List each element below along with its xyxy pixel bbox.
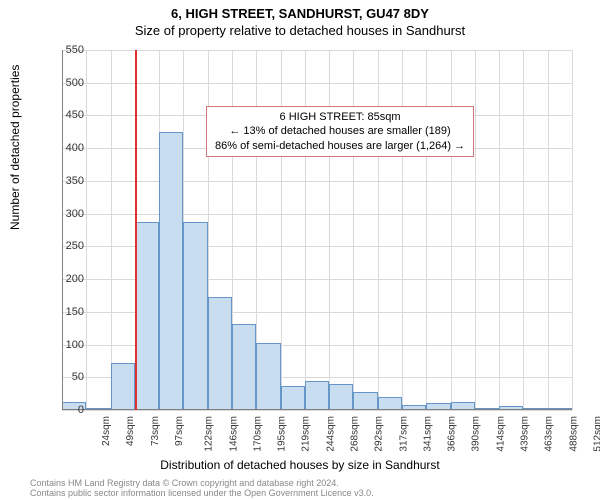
- grid-hline: [62, 50, 572, 51]
- histogram-bar: [256, 343, 280, 410]
- y-tick-label: 450: [44, 109, 84, 121]
- annotation-line: ← 13% of detached houses are smaller (18…: [215, 124, 465, 138]
- grid-vline: [86, 50, 87, 410]
- y-tick-label: 500: [44, 77, 84, 89]
- annotation-line: 86% of semi-detached houses are larger (…: [215, 139, 465, 153]
- histogram-bar: [329, 384, 353, 410]
- chart: 6 HIGH STREET: 85sqm← 13% of detached ho…: [62, 50, 572, 410]
- y-tick-label: 0: [44, 404, 84, 416]
- histogram-bar: [159, 132, 183, 410]
- x-tick-label: 244sqm: [325, 416, 336, 452]
- x-tick-label: 170sqm: [252, 416, 263, 452]
- y-tick-label: 200: [44, 273, 84, 285]
- grid-vline: [572, 50, 573, 410]
- grid-vline: [281, 50, 282, 410]
- y-tick-label: 400: [44, 142, 84, 154]
- histogram-bar: [353, 392, 377, 410]
- histogram-bar: [208, 297, 232, 410]
- x-tick-label: 366sqm: [447, 416, 458, 452]
- grid-vline: [111, 50, 112, 410]
- grid-hline: [62, 83, 572, 84]
- histogram-bar: [183, 222, 207, 411]
- x-tick-label: 24sqm: [101, 416, 112, 446]
- x-tick-label: 414sqm: [495, 416, 506, 452]
- annotation-box: 6 HIGH STREET: 85sqm← 13% of detached ho…: [206, 106, 474, 157]
- grid-vline: [426, 50, 427, 410]
- x-tick-label: 195sqm: [277, 416, 288, 452]
- grid-vline: [499, 50, 500, 410]
- x-tick-label: 49sqm: [125, 416, 136, 446]
- histogram-bar: [232, 324, 256, 410]
- x-tick-label: 317sqm: [398, 416, 409, 452]
- x-tick-label: 292sqm: [374, 416, 385, 452]
- property-marker-line: [135, 50, 137, 410]
- grid-vline: [451, 50, 452, 410]
- x-tick-label: 219sqm: [301, 416, 312, 452]
- grid-hline: [62, 214, 572, 215]
- x-tick-label: 146sqm: [228, 416, 239, 452]
- y-tick-label: 50: [44, 371, 84, 383]
- histogram-bar: [305, 381, 329, 410]
- y-tick-label: 150: [44, 306, 84, 318]
- x-tick-label: 122sqm: [204, 416, 215, 452]
- page-title: 6, HIGH STREET, SANDHURST, GU47 8DY: [0, 0, 600, 21]
- page-subtitle: Size of property relative to detached ho…: [0, 21, 600, 38]
- x-tick-label: 439sqm: [520, 416, 531, 452]
- y-tick-label: 550: [44, 44, 84, 56]
- grid-vline: [523, 50, 524, 410]
- x-axis-label: Distribution of detached houses by size …: [0, 458, 600, 472]
- grid-vline: [305, 50, 306, 410]
- grid-hline: [62, 410, 572, 411]
- y-tick-label: 300: [44, 208, 84, 220]
- annotation-line: 6 HIGH STREET: 85sqm: [215, 110, 465, 124]
- x-tick-label: 341sqm: [422, 416, 433, 452]
- y-tick-label: 350: [44, 175, 84, 187]
- x-tick-label: 488sqm: [568, 416, 579, 452]
- grid-hline: [62, 181, 572, 182]
- x-tick-label: 268sqm: [350, 416, 361, 452]
- grid-vline: [402, 50, 403, 410]
- x-tick-label: 390sqm: [471, 416, 482, 452]
- y-axis-label: Number of detached properties: [8, 65, 22, 230]
- y-tick-label: 250: [44, 240, 84, 252]
- y-tick-label: 100: [44, 339, 84, 351]
- x-tick-label: 512sqm: [592, 416, 600, 452]
- histogram-bar: [281, 386, 305, 410]
- x-tick-label: 97sqm: [174, 416, 185, 446]
- grid-vline: [329, 50, 330, 410]
- grid-vline: [378, 50, 379, 410]
- grid-vline: [475, 50, 476, 410]
- x-tick-label: 463sqm: [544, 416, 555, 452]
- footer-attribution: Contains HM Land Registry data © Crown c…: [30, 478, 374, 498]
- histogram-bar: [111, 363, 135, 410]
- x-tick-label: 73sqm: [150, 416, 161, 446]
- grid-vline: [548, 50, 549, 410]
- histogram-bar: [135, 222, 159, 411]
- grid-vline: [353, 50, 354, 410]
